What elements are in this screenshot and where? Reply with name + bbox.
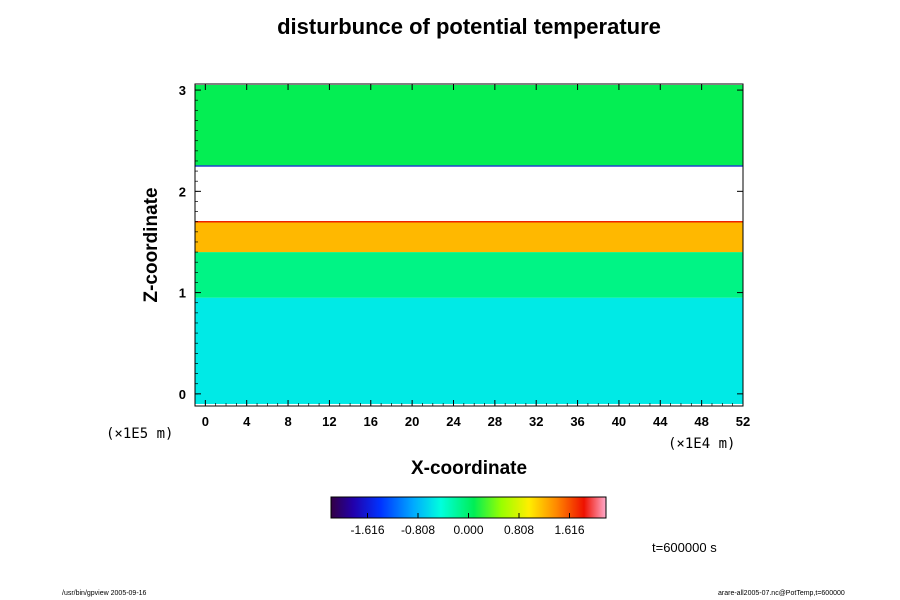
x-tick-label: 52 <box>736 414 750 429</box>
x-unit-label: (×1E4 m) <box>668 436 736 452</box>
colorbar-tick-label: 1.616 <box>554 523 584 537</box>
x-tick-label: 12 <box>322 414 336 429</box>
x-tick-label: 16 <box>364 414 378 429</box>
heatmap-layer-1 <box>195 252 743 298</box>
chart-title: disturbunce of potential temperature <box>277 14 661 39</box>
y-tick-label: 2 <box>179 184 186 199</box>
plot-frame <box>194 83 744 407</box>
x-tick-label: 44 <box>653 414 668 429</box>
footer-right: arare-all2005-07.nc@PotTemp,t=600000 <box>718 590 845 597</box>
heatmap-layer-0 <box>195 297 743 404</box>
heatmap-layer-4 <box>195 85 743 167</box>
y-axis-label: Z-coordinate <box>141 187 162 303</box>
y-tick-label: 3 <box>179 83 186 98</box>
colorbar-tick-label: 0.808 <box>504 523 534 537</box>
colorbar-tick-label: -0.808 <box>401 523 435 537</box>
x-tick-label: 8 <box>284 414 291 429</box>
x-tick-label: 0 <box>202 414 209 429</box>
heatmap-field <box>195 85 743 404</box>
x-tick-label: 24 <box>446 414 461 429</box>
y-tick-label: 0 <box>179 387 186 402</box>
colorbar-tick-label: -1.616 <box>350 523 384 537</box>
x-tick-label: 28 <box>488 414 502 429</box>
y-tick-label: 1 <box>179 286 186 301</box>
x-tick-label: 40 <box>612 414 626 429</box>
x-tick-label: 48 <box>694 414 708 429</box>
x-tick-label: 36 <box>570 414 584 429</box>
x-tick-label: 32 <box>529 414 543 429</box>
colorbar-tick-label: 0.000 <box>453 523 483 537</box>
heatmap-layer-2 <box>195 221 743 253</box>
x-tick-label: 20 <box>405 414 419 429</box>
colorbar-ticks: -1.616 -0.808 0.000 0.808 1.616 <box>350 513 585 537</box>
y-unit-label: (×1E5 m) <box>106 426 174 442</box>
x-tick-label: 4 <box>243 414 251 429</box>
time-label: t=600000 s <box>652 540 717 555</box>
footer-left: /usr/bin/gpview 2005-09-16 <box>62 590 147 597</box>
heatmap-layer-3 <box>195 166 743 222</box>
x-axis-label: X-coordinate <box>410 458 528 479</box>
